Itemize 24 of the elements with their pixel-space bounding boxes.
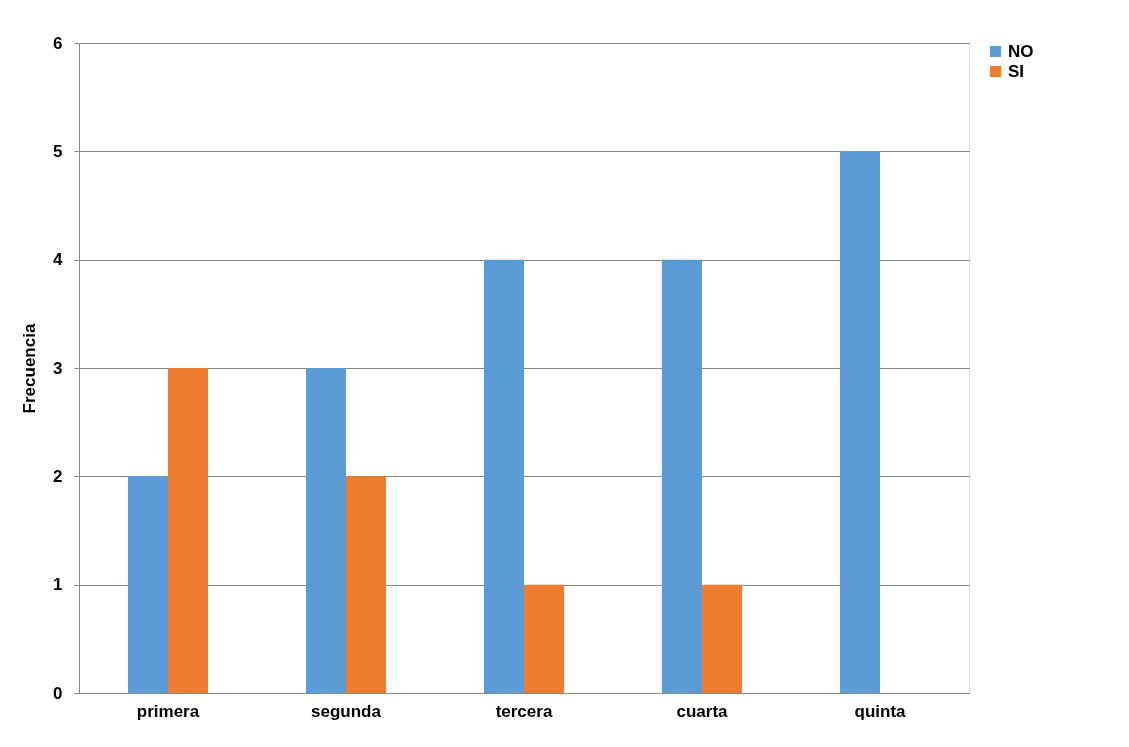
x-tick-label: quinta — [854, 701, 907, 721]
bar — [127, 476, 168, 693]
bar — [702, 584, 743, 693]
bar — [346, 476, 387, 693]
y-axis-title: Frecuencia — [20, 323, 40, 414]
bar — [839, 151, 880, 693]
bar — [483, 259, 524, 693]
y-tick-label: 0 — [53, 683, 63, 703]
bar — [524, 584, 565, 693]
y-tick-label: 4 — [53, 250, 64, 270]
y-tick-label: 2 — [53, 466, 63, 486]
y-tick-label: 5 — [53, 141, 63, 161]
bar — [168, 368, 209, 693]
bar — [305, 368, 346, 693]
x-tick-label: primera — [136, 701, 200, 721]
x-tick-label: segunda — [311, 701, 382, 721]
y-tick-label: 6 — [53, 33, 63, 53]
legend-label: SI — [1008, 61, 1025, 81]
legend-label: NO — [1008, 41, 1034, 61]
x-tick-label: tercera — [495, 701, 553, 721]
bar — [661, 259, 702, 693]
y-tick-label: 1 — [53, 575, 63, 595]
y-tick-label: 3 — [53, 358, 63, 378]
x-tick-label: cuarta — [676, 701, 729, 721]
